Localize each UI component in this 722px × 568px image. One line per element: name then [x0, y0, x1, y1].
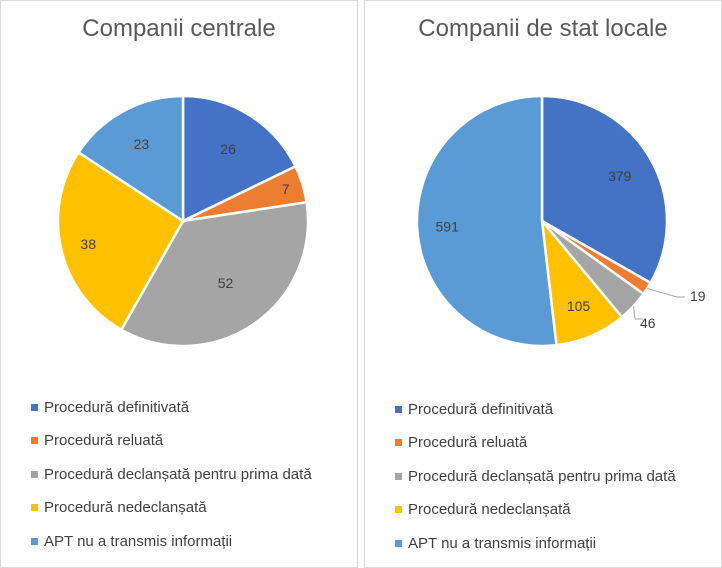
legend-label: Procedură definitivată — [408, 400, 554, 418]
legend-label: APT nu a transmis informații — [44, 532, 233, 550]
data-label: 105 — [567, 298, 591, 314]
legend-item: Procedură reluată — [31, 431, 163, 451]
legend-item: Procedură definitivată — [395, 399, 553, 419]
data-label: 26 — [220, 141, 236, 157]
legend-item: APT nu a transmis informații — [395, 533, 596, 553]
legend-item: Procedură reluată — [395, 433, 527, 453]
pie-slice-4 — [56, 150, 185, 332]
legend-label: Procedură definitivată — [44, 398, 190, 416]
legend-label: Procedură nedeclanșată — [408, 501, 571, 518]
data-label: 46 — [640, 315, 656, 331]
data-label: 591 — [436, 219, 460, 235]
legend-label: Procedură declanșată pentru prima dată — [44, 465, 312, 483]
legend-item: APT nu a transmis informații — [31, 531, 232, 551]
data-label: 23 — [134, 136, 150, 152]
legend-label: Procedură nedeclanșată — [44, 499, 207, 516]
legend-swatch — [395, 506, 402, 513]
legend-swatch — [395, 539, 402, 547]
legend-item: Procedură declanșată pentru prima dată — [395, 466, 676, 486]
legend-label: Procedură declanșată pentru prima dată — [408, 467, 676, 485]
legend-item: Procedură definitivată — [31, 397, 189, 417]
legend-item: Procedură declanșată pentru prima dată — [31, 464, 312, 484]
pie-chart-centrale: 26 7 52 38 23 — [56, 94, 310, 348]
legend-swatch — [395, 472, 402, 480]
data-label: 52 — [218, 275, 234, 291]
leader-line — [633, 306, 643, 320]
pie-slice-5 — [76, 94, 185, 224]
legend-swatch — [31, 504, 38, 511]
legend-swatch — [31, 470, 38, 478]
legend-swatch — [31, 437, 38, 444]
legend-label: Procedură reluată — [408, 434, 528, 451]
chart-title: Companii de stat locale — [418, 15, 668, 42]
chart-panel-centrale: Companii centrale 26 7 52 38 23 Procedură de… — [0, 0, 358, 568]
data-label: 19 — [690, 288, 706, 304]
legend-item: Procedură nedeclanșată — [395, 500, 571, 520]
pie-chart-locale: 379 19 46 105 591 — [415, 94, 706, 348]
legend-swatch — [31, 403, 38, 411]
data-label: 38 — [80, 236, 96, 252]
data-label: 7 — [282, 181, 290, 197]
chart-title: Companii centrale — [82, 15, 276, 42]
data-label: 379 — [608, 168, 632, 184]
legend-swatch — [395, 439, 402, 446]
pie-slice-1 — [181, 94, 298, 223]
leader-line — [647, 288, 685, 298]
pie-slice-3 — [119, 200, 310, 348]
legend-label: Procedură reluată — [44, 432, 164, 449]
legend-label: APT nu a transmis informații — [408, 534, 597, 552]
pie-slice-1 — [540, 94, 669, 285]
legend-swatch — [395, 405, 402, 413]
chart-panel-locale: Companii de stat locale 379 19 46 105 591 Pr… — [364, 0, 722, 568]
legend-swatch — [31, 537, 38, 545]
pie-slice-5 — [415, 94, 558, 348]
legend-item: Procedură nedeclanșată — [31, 498, 207, 518]
